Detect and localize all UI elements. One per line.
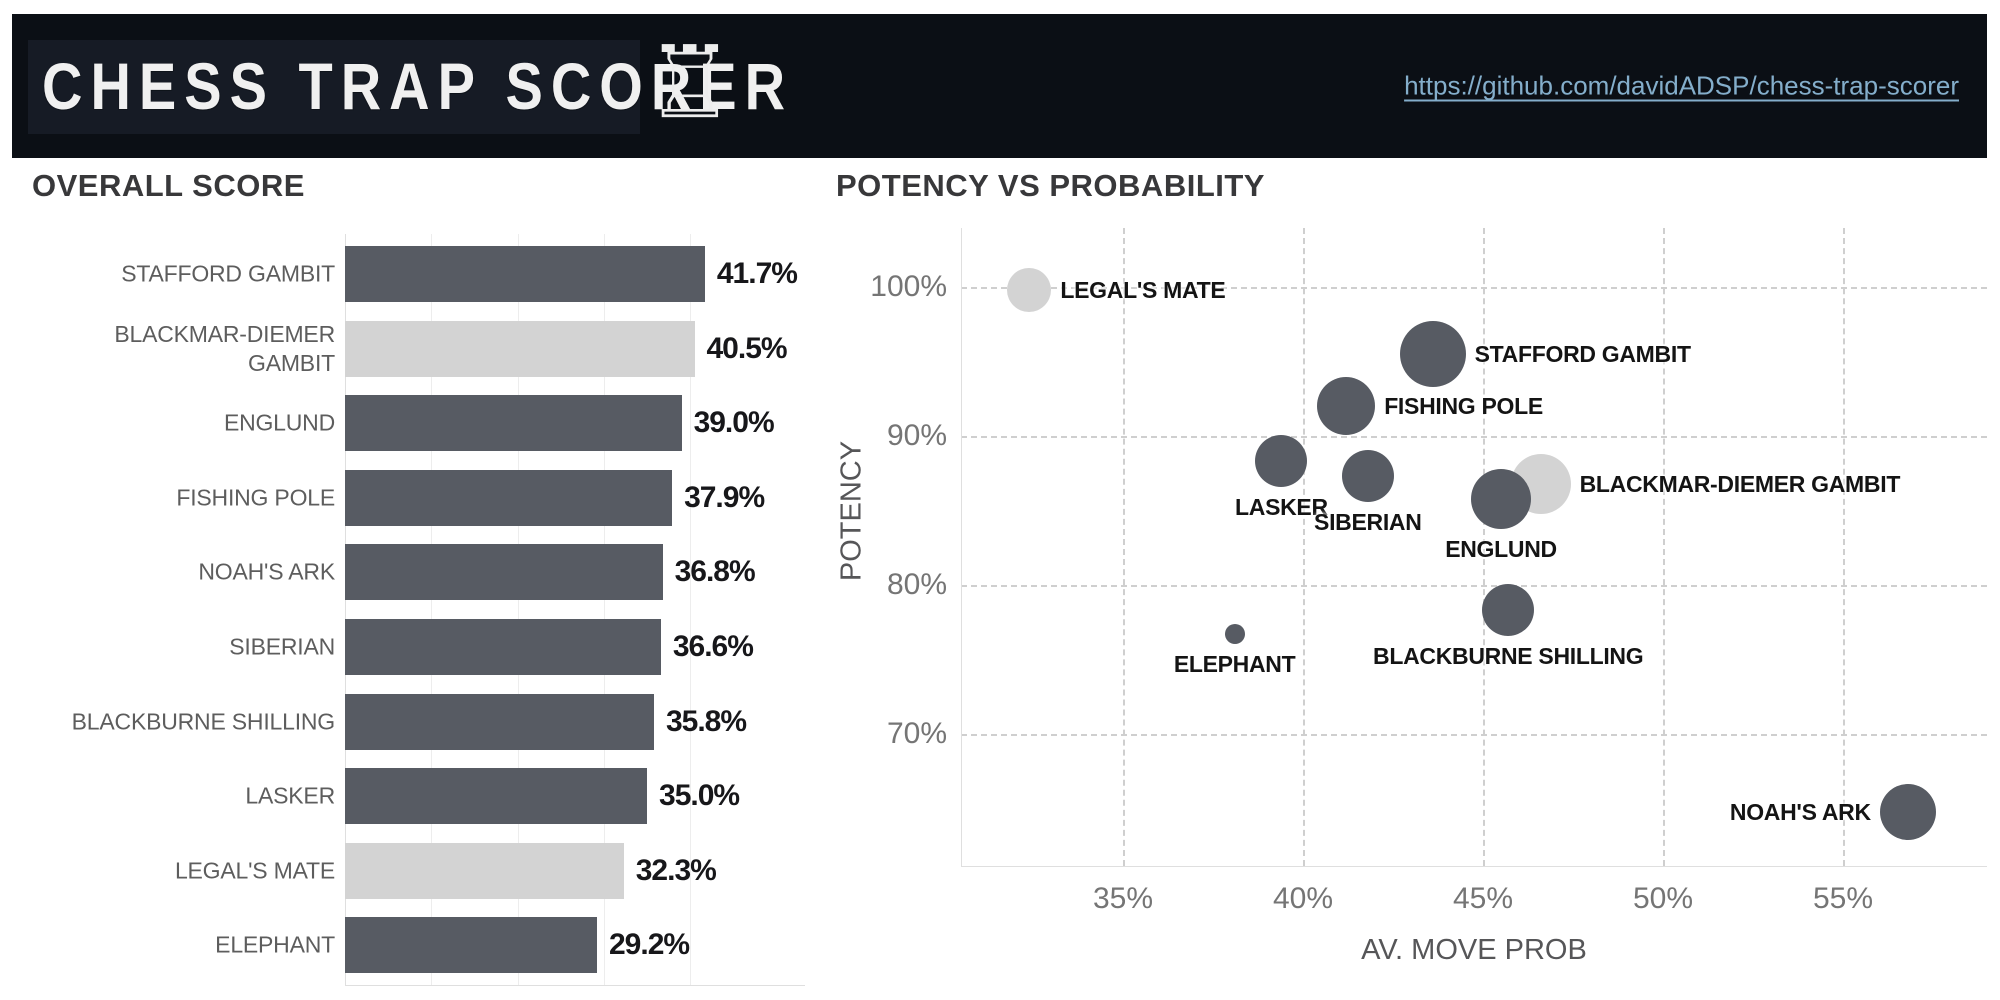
scatter-v-gridline <box>1483 228 1485 866</box>
bar-category-label: LEGAL'S MATE <box>174 857 335 884</box>
bar-category-label: ENGLUND <box>223 409 335 436</box>
scatter-bubble[interactable] <box>1471 468 1531 529</box>
scatter-bubble[interactable] <box>1224 624 1245 644</box>
y-tick-label: 90% <box>886 419 947 453</box>
scatter-left-axis <box>961 228 962 866</box>
bar-category-label: SIBERIAN <box>229 633 335 660</box>
bar-gridline <box>603 234 605 985</box>
bar[interactable] <box>345 619 661 675</box>
bar-value-label: 36.6% <box>672 630 754 663</box>
bar[interactable] <box>345 768 648 825</box>
app-title: CHESS TRAP SCORER <box>42 48 794 124</box>
scatter-bottom-axis <box>961 866 1987 867</box>
scatter-bubble[interactable] <box>1879 784 1936 841</box>
bar-gridline <box>690 234 692 985</box>
scatter-point-label: FISHING POLE <box>1384 393 1543 420</box>
scatter-point-label: LEGAL'S MATE <box>1060 277 1226 304</box>
scatter-point-label: NOAH'S ARK <box>1729 799 1871 826</box>
scatter-point-label: ENGLUND <box>1445 535 1557 562</box>
x-axis-title: AV. MOVE PROB <box>1361 934 1587 966</box>
bar-value-label: 39.0% <box>693 406 775 440</box>
scatter-point-label: ELEPHANT <box>1173 651 1296 677</box>
scatter-bubble[interactable] <box>1255 435 1308 488</box>
bar[interactable] <box>345 693 654 750</box>
x-tick-label: 40% <box>1272 882 1334 915</box>
scatter-v-gridline <box>1663 228 1665 866</box>
x-tick-label: 55% <box>1812 882 1874 915</box>
y-tick-label: 70% <box>886 716 947 750</box>
scatter-h-gridline <box>961 584 1987 587</box>
bar-left-axis <box>345 234 346 985</box>
bar-category-label: BLACKBURNE SHILLING <box>71 708 336 735</box>
scatter-v-gridline <box>1303 228 1305 866</box>
header-title-panel <box>28 40 640 134</box>
scatter-point-label: LASKER <box>1235 494 1328 521</box>
bar[interactable] <box>345 469 673 526</box>
bar[interactable] <box>345 395 682 452</box>
scatter-bubble[interactable] <box>1482 584 1535 637</box>
bar[interactable] <box>345 917 597 974</box>
bar[interactable] <box>345 842 624 899</box>
scatter-bubble[interactable] <box>1399 321 1466 388</box>
bar[interactable] <box>345 544 663 601</box>
bar-value-label: 36.8% <box>674 555 756 589</box>
scatter-h-gridline <box>961 287 1987 290</box>
app-header: CHESS TRAP SCORER ♖ https://github.com/d… <box>12 14 1987 158</box>
scatter-point-label: BLACKBURNE SHILLING <box>1373 643 1644 670</box>
x-tick-label: 45% <box>1452 882 1514 915</box>
bar-category-label: LASKER <box>245 782 335 809</box>
scatter-h-gridline <box>961 733 1987 736</box>
scatter-v-gridline <box>1123 228 1125 866</box>
bar-value-label: 32.3% <box>635 853 717 887</box>
scatter-point-label: SIBERIAN <box>1314 509 1422 536</box>
bar-value-label: 35.0% <box>659 779 740 813</box>
bar-chart-title: OVERALL SCORE <box>32 168 305 203</box>
scatter-point-label: STAFFORD GAMBIT <box>1474 341 1691 368</box>
y-axis-title: POTENCY <box>835 440 868 581</box>
bar-value-label: 37.9% <box>684 480 765 514</box>
bar-value-label: 40.5% <box>706 331 788 365</box>
github-link[interactable]: https://github.com/davidADSP/chess-trap-… <box>1404 70 1959 101</box>
bar-value-label: 29.2% <box>608 928 690 962</box>
bar-category-label: NOAH'S ARK <box>198 558 335 585</box>
bar-category-label: STAFFORD GAMBIT <box>121 260 335 287</box>
x-tick-label: 35% <box>1092 882 1154 915</box>
bar-value-label: 41.7% <box>716 257 798 290</box>
scatter-h-gridline <box>961 436 1987 439</box>
bar-value-label: 35.8% <box>665 704 747 738</box>
scatter-bubble[interactable] <box>1341 450 1394 503</box>
scatter-v-gridline <box>1843 228 1845 866</box>
scatter-bubble[interactable] <box>1007 268 1052 313</box>
bar-gridline <box>517 234 519 985</box>
x-tick-label: 50% <box>1632 882 1694 915</box>
bar-gridline <box>431 234 433 985</box>
scatter-point-label: BLACKMAR-DIEMER GAMBIT <box>1579 470 1901 497</box>
bar-category-label: BLACKMAR-DIEMER GAMBIT <box>114 320 335 376</box>
bar-category-label: FISHING POLE <box>176 484 335 511</box>
y-tick-label: 80% <box>886 567 947 601</box>
bar[interactable] <box>345 246 705 302</box>
bar-bottom-axis <box>345 985 805 986</box>
bar[interactable] <box>345 320 695 377</box>
y-tick-label: 100% <box>870 270 947 304</box>
scatter-bubble[interactable] <box>1317 377 1376 436</box>
rook-icon: ♖ <box>645 24 735 141</box>
scatter-chart-title: POTENCY VS PROBABILITY <box>836 168 1265 203</box>
bar-category-label: ELEPHANT <box>215 931 335 958</box>
